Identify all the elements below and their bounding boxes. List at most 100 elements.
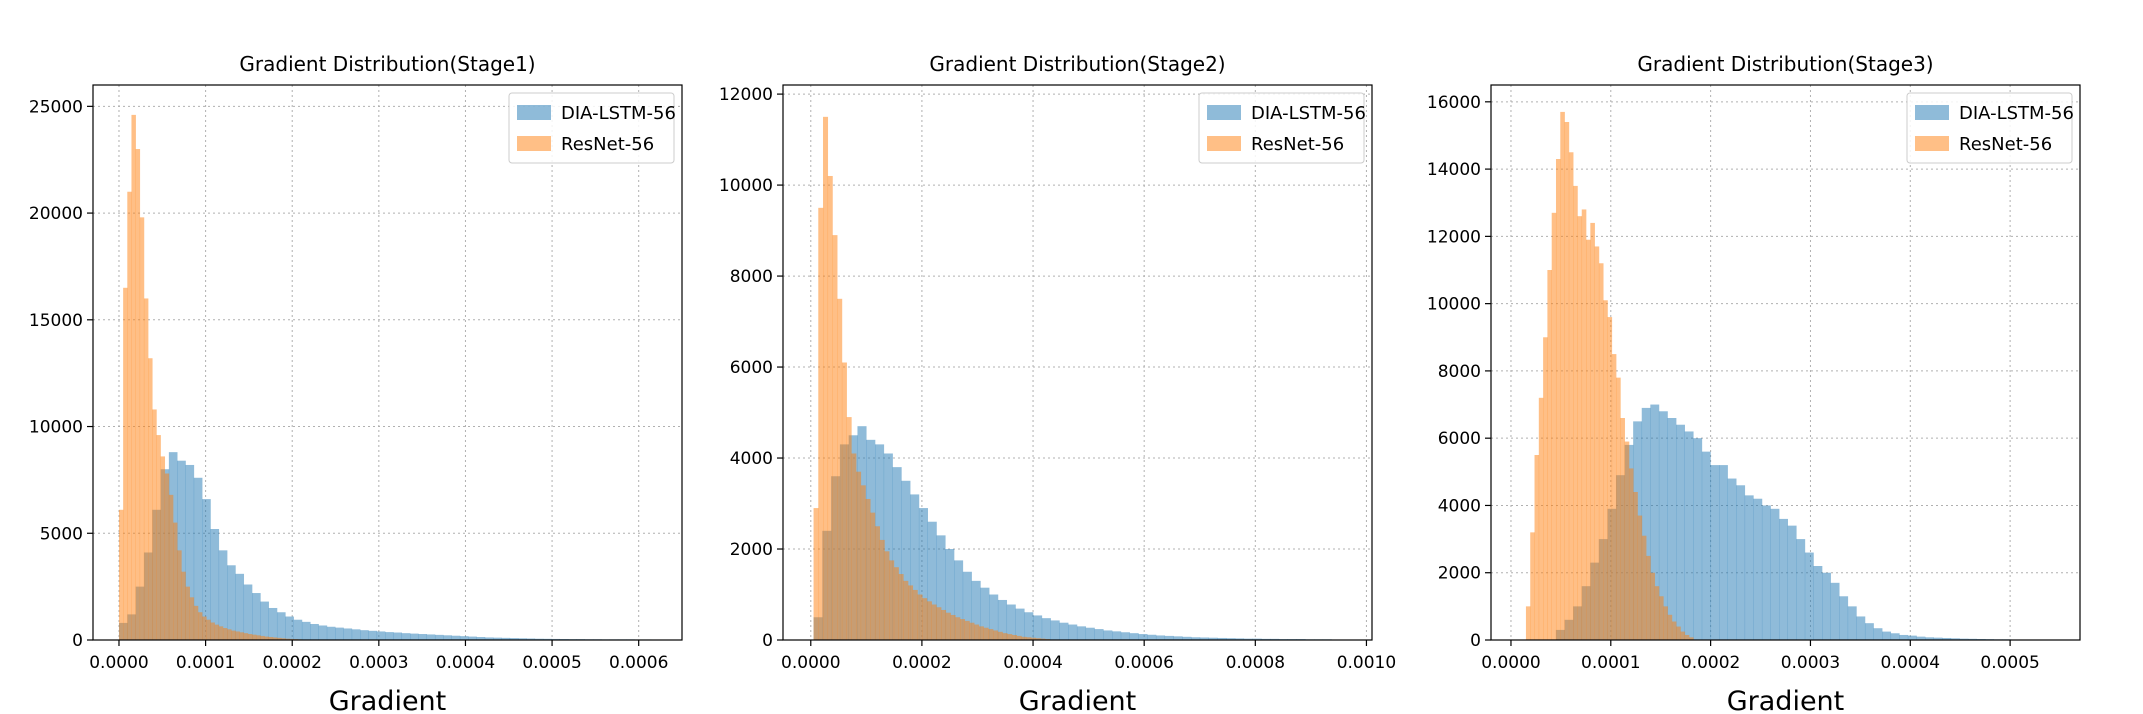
legend-label: ResNet-56 [1959,134,2052,155]
histogram-bar [892,467,902,640]
x-tick-label: 0.0006 [609,653,668,673]
histogram-bar [1727,478,1737,640]
y-tick-label: 20000 [29,204,83,224]
x-tick-label: 0.0004 [1881,653,1940,673]
histogram-bar [1252,638,1262,640]
histogram-bar [997,631,1003,640]
histogram-bar [1804,552,1814,640]
histogram-bar [202,616,207,640]
histogram-bar [1933,637,1943,640]
histogram-bar [260,601,269,640]
histogram-bar [214,624,220,640]
histogram-bar [974,624,980,640]
legend-swatch [517,136,551,151]
histogram-bar [1796,539,1806,640]
histogram-bar [1684,431,1694,640]
histogram-bar [1594,246,1600,640]
histogram-bar [139,217,145,640]
histogram-bar [185,586,190,640]
histogram-bar [1041,618,1051,640]
x-tick-label: 0.0002 [892,653,951,673]
histogram-bar [1234,638,1245,640]
histogram-bar [1040,638,1046,640]
histogram-bar [509,638,519,640]
histogram-bar [1667,418,1677,640]
y-tick-label: 10000 [29,418,83,438]
histogram-bar [945,612,951,640]
histogram-bar [218,626,224,640]
histogram-bar [1016,635,1022,640]
histogram-bar [1011,634,1017,640]
histogram-bar [164,473,170,640]
histogram-bar [1890,633,1900,640]
y-tick-label: 5000 [40,524,83,544]
series-resnet-56 [813,116,1051,640]
histogram-bar [256,635,261,640]
histogram-bar [202,499,211,640]
y-tick-label: 0 [762,631,773,651]
histogram-bar [1564,122,1570,640]
histogram-bar [989,594,999,640]
histogram-bar [1637,515,1643,640]
histogram-bar [936,607,942,640]
histogram-bar [243,584,253,640]
histogram-bar [1138,634,1148,640]
histogram-bar [1753,498,1763,640]
histogram-bar [281,638,286,640]
histogram-bar [1560,111,1565,640]
x-tick-label: 0.0005 [522,653,581,673]
histogram-bar [401,633,411,640]
histogram-bar [1024,612,1034,640]
histogram-bar [1547,270,1552,640]
x-axis-label: Gradient [329,686,447,714]
y-tick-label: 8000 [1438,362,1481,382]
histogram-bar [1787,525,1797,640]
histogram-bar [1002,633,1008,640]
histogram-bar [865,498,871,640]
histogram-bar [1916,636,1926,640]
histogram-bar [1611,354,1617,640]
histogram-bar [1864,623,1874,640]
histogram-bar [1959,638,1969,640]
histogram-bar [418,634,427,640]
histogram-bar [385,632,394,640]
histogram-bar [1710,465,1720,640]
histogram-bar [1173,636,1183,640]
histogram-bar [310,623,319,640]
histogram-bar [1899,634,1909,640]
y-tick-label: 6000 [730,358,773,378]
histogram-bar [889,560,895,640]
histogram-bar [493,637,502,640]
x-tick-label: 0.0005 [1980,653,2039,673]
histogram-bar [903,580,909,640]
histogram-bar [818,207,824,640]
histogram-bar [969,622,975,640]
histogram-bar [823,116,829,640]
y-tick-label: 4000 [730,449,773,469]
histogram-bar [1555,159,1561,640]
histogram-bar [351,629,361,640]
histogram-bar [964,620,970,640]
histogram-bar [276,637,282,640]
histogram-bar [1006,604,1016,640]
histogram-bar [459,636,469,640]
histogram-bar [1164,635,1174,640]
histogram-bar [1693,438,1703,640]
histogram-bar [1744,495,1754,640]
histogram-bar [1761,505,1771,640]
histogram-bar [893,567,899,640]
histogram-bar [210,529,220,640]
histogram-bar [1641,407,1651,640]
y-tick-label: 12000 [719,85,773,105]
histogram-bar [210,622,215,640]
x-tick-label: 0.0003 [1781,653,1840,673]
histogram-bar [1191,637,1201,640]
histogram-bar [443,635,452,640]
histogram-bar [901,480,911,640]
histogram-bar [1076,626,1087,640]
histogram-bar [177,550,182,640]
histogram-bar [983,627,989,640]
histogram-bar [1882,631,1892,640]
histogram-bar [1030,637,1036,640]
histogram-bar [1026,637,1032,640]
